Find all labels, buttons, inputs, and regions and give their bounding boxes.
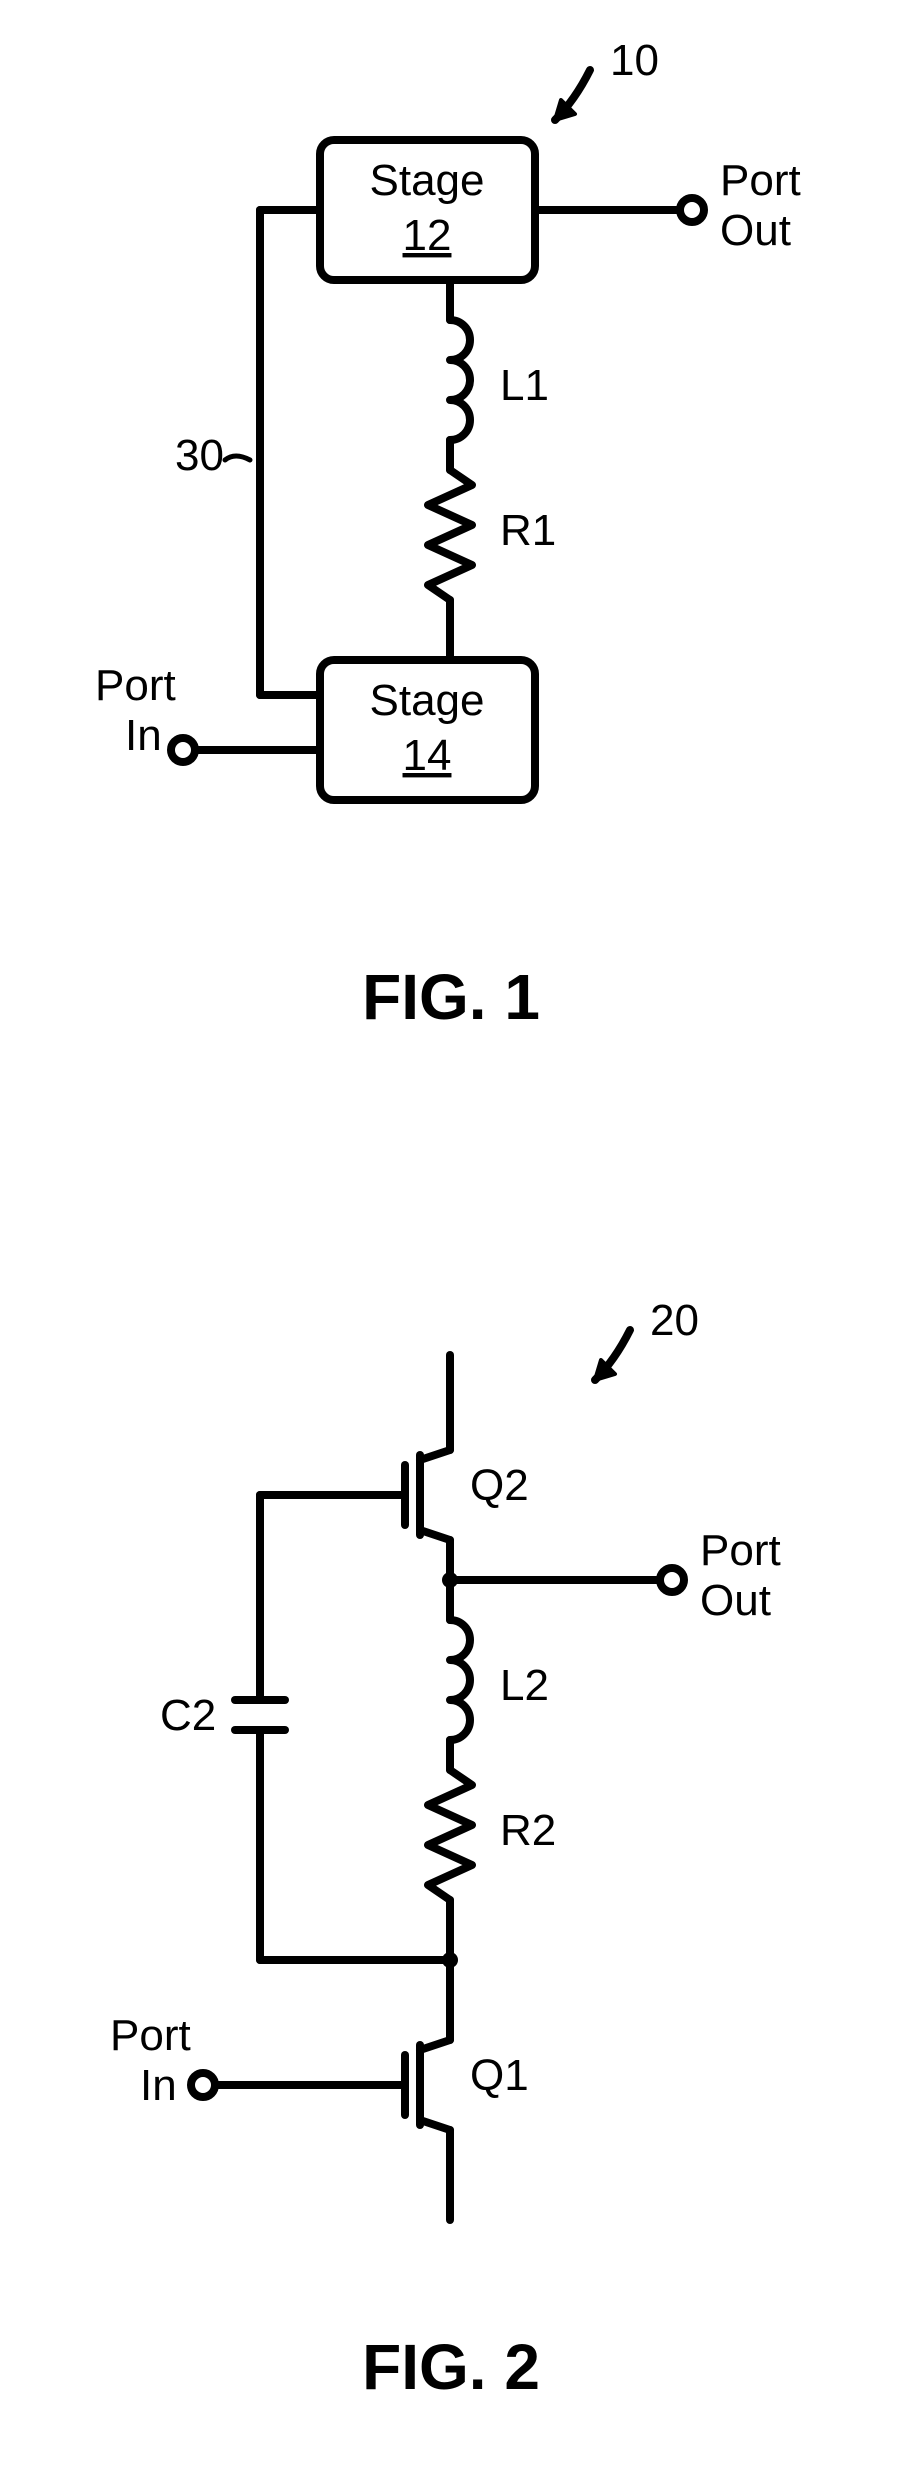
port-in-terminal [171, 738, 195, 762]
inductor-l2 [450, 1620, 470, 1740]
port-in-terminal [191, 2073, 215, 2097]
ref-10-label: 10 [610, 36, 659, 85]
ref-10-arrow [555, 70, 590, 120]
inductor-l2-label: L2 [500, 1661, 549, 1710]
figure-1: 10 Stage 12 Stage 14 Port Out L1 R1 [0, 0, 902, 1000]
port-in-label-2: In [140, 2061, 177, 2110]
feedback-ref-label: 30 [175, 431, 224, 480]
q1-label: Q1 [470, 2051, 529, 2100]
resistor-r2 [428, 1770, 472, 1900]
resistor-r1 [428, 470, 472, 600]
ref-20-arrow [595, 1330, 630, 1380]
stage-top-num: 12 [403, 211, 452, 260]
inductor-l1 [450, 320, 470, 440]
resistor-r1-label: R1 [500, 506, 556, 555]
port-out-label-1: Port [700, 1526, 781, 1575]
page: 10 Stage 12 Stage 14 Port Out L1 R1 [0, 0, 902, 2478]
fig2-caption: FIG. 2 [0, 2330, 902, 2404]
capacitor-path [235, 1495, 450, 1960]
port-in-label-2: In [125, 711, 162, 760]
resistor-r2-label: R2 [500, 1806, 556, 1855]
inductor-l1-label: L1 [500, 361, 549, 410]
stage-bottom-num: 14 [403, 731, 452, 780]
transistor-q2 [260, 1450, 450, 1540]
port-out-label-2: Out [720, 206, 791, 255]
port-in-label-1: Port [110, 2011, 191, 2060]
port-in-label-1: Port [95, 661, 176, 710]
stage-top-label: Stage [370, 156, 485, 205]
ref-20-label: 20 [650, 1296, 699, 1345]
port-out-label-1: Port [720, 156, 801, 205]
figure-2: 20 Q2 Port Out L2 [0, 1260, 902, 2360]
fig1-caption: FIG. 1 [0, 960, 902, 1034]
port-out-terminal [660, 1568, 684, 1592]
port-out-terminal [680, 198, 704, 222]
stage-bottom-label: Stage [370, 676, 485, 725]
transistor-q1 [215, 2040, 450, 2130]
capacitor-c2-label: C2 [160, 1691, 216, 1740]
feedback-path [260, 210, 320, 695]
q2-label: Q2 [470, 1461, 529, 1510]
port-out-label-2: Out [700, 1576, 771, 1625]
